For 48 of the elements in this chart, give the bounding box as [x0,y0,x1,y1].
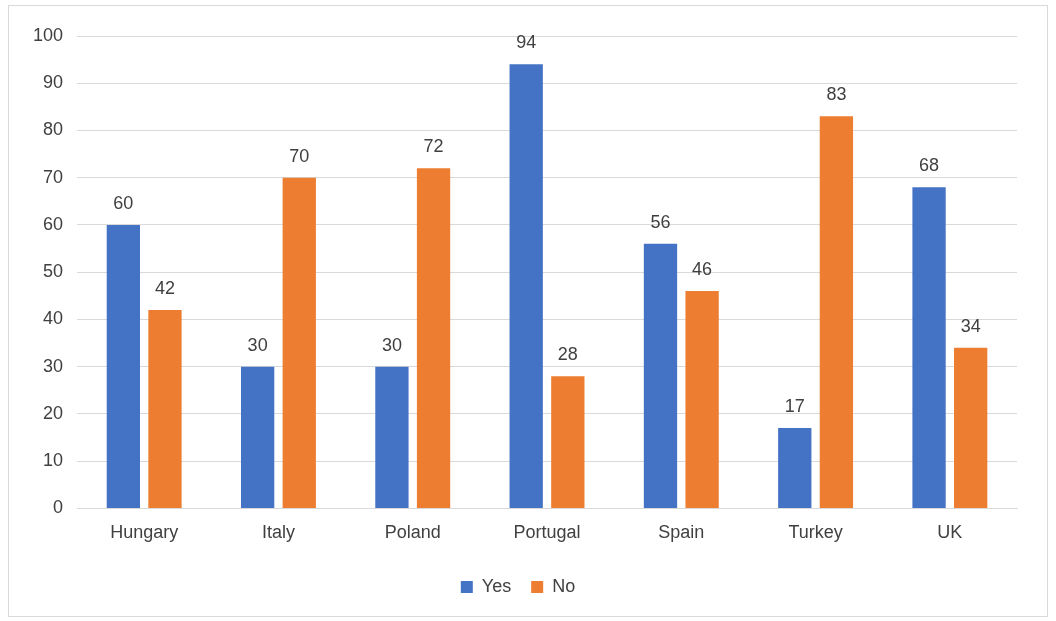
y-tick-label: 90 [43,72,64,93]
y-tick-label: 30 [43,355,64,376]
y-tick-label: 50 [43,261,64,282]
data-label: 28 [557,344,578,365]
y-tick-label: 40 [43,308,64,329]
legend-label: Yes [481,575,512,596]
data-label: 94 [516,32,537,53]
bar [912,187,946,508]
data-label: 72 [423,136,444,157]
data-label: 30 [381,334,402,355]
legend-label: No [552,575,576,596]
y-tick-label: 80 [43,119,64,140]
y-tick-label: 10 [43,450,64,471]
bar [240,366,275,508]
bar [819,116,854,508]
data-label: 42 [154,277,175,298]
data-label: 83 [826,84,847,105]
x-tick-label: Hungary [110,522,179,543]
bar [551,376,585,508]
bar [106,224,141,508]
data-label: 68 [919,155,940,176]
bar [954,347,988,508]
y-tick-label: 100 [32,24,64,45]
y-tick-label: 0 [53,497,64,518]
y-tick-label: 60 [43,213,64,234]
bar [375,366,409,508]
bar [685,291,719,508]
bar [148,309,182,508]
data-label: 56 [650,211,671,232]
bar [282,177,316,508]
x-tick-label: UK [937,522,963,543]
x-tick-label: Poland [384,522,441,543]
bar [509,64,543,508]
data-label: 46 [692,259,713,280]
x-tick-label: Turkey [788,522,843,543]
data-label: 70 [289,145,310,166]
data-label: 30 [247,334,268,355]
data-label: 17 [784,396,805,417]
x-tick-label: Italy [261,522,295,543]
bar [643,243,678,508]
x-tick-label: Spain [658,522,705,543]
data-label: 34 [960,315,981,336]
x-tick-label: Portugal [513,522,581,543]
bar [416,168,451,508]
y-tick-label: 20 [43,402,64,423]
y-tick-label: 70 [43,166,64,187]
data-label: 60 [113,192,134,213]
bar [778,428,812,508]
